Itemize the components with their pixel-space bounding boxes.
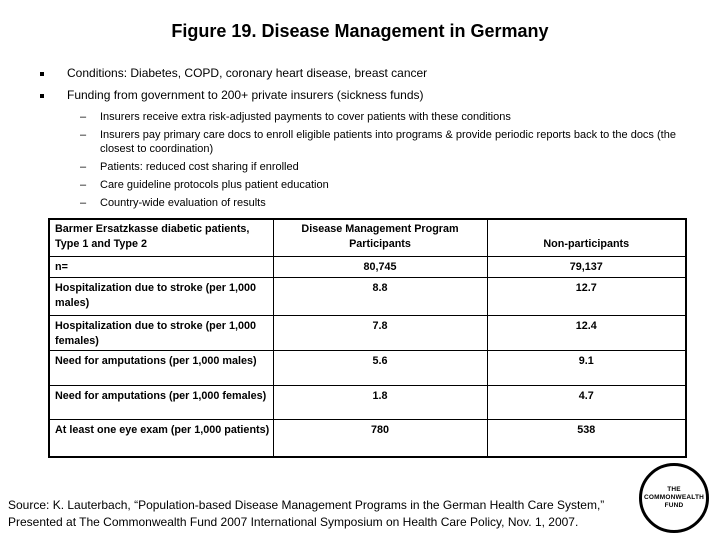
sub-bullet-item: – Patients: reduced cost sharing if enro…	[80, 160, 698, 174]
non-participants-value-cell: 4.7	[486, 385, 687, 420]
sub-bullet-item: – Insurers pay primary care docs to enro…	[80, 128, 698, 156]
row-label-cell: Need for amputations (per 1,000 females)	[48, 385, 274, 420]
outcomes-table: Barmer Ersatzkasse diabetic patients, Ty…	[48, 218, 687, 458]
row-label-cell: Need for amputations (per 1,000 males)	[48, 350, 274, 386]
dash-bullet-icon: –	[80, 179, 87, 191]
commonwealth-fund-logo-text: THE COMMONWEALTH FUND	[643, 486, 705, 509]
sub-bullet-list: – Insurers receive extra risk-adjusted p…	[80, 110, 698, 210]
non-participants-value-cell: 12.7	[486, 277, 687, 316]
table-row: At least one eye exam (per 1,000 patient…	[48, 419, 687, 457]
non-participants-value-cell: 12.4	[486, 315, 687, 351]
non-participants-value-cell: 9.1	[486, 350, 687, 386]
table-header-row: Barmer Ersatzkasse diabetic patients, Ty…	[48, 218, 687, 257]
dash-bullet-icon: –	[80, 129, 87, 141]
non-participants-value-cell: 79,137	[486, 256, 687, 278]
non-participants-value-cell: 538	[486, 419, 687, 457]
table-header-cell: Disease Management Program Participants	[272, 218, 488, 257]
sub-bullet-item: – Insurers receive extra risk-adjusted p…	[80, 110, 698, 124]
commonwealth-fund-logo: THE COMMONWEALTH FUND	[639, 463, 709, 533]
participants-value-cell: 1.8	[272, 385, 488, 420]
participants-value-cell: 5.6	[272, 350, 488, 386]
sub-bullet-text: Country-wide evaluation of results	[100, 197, 266, 209]
table-header-cell: Non-participants	[486, 218, 687, 257]
dash-bullet-icon: –	[80, 111, 87, 123]
row-label-cell: Hospitalization due to stroke (per 1,000…	[48, 315, 274, 351]
table-row: Need for amputations (per 1,000 females)…	[48, 385, 687, 420]
bullet-text: Conditions: Diabetes, COPD, coronary hea…	[67, 66, 428, 80]
sub-bullet-item: – Country-wide evaluation of results	[80, 196, 698, 210]
page-title: Figure 19. Disease Management in Germany	[171, 21, 549, 41]
sub-bullet-item: – Care guideline protocols plus patient …	[80, 178, 698, 192]
dash-bullet-icon: –	[80, 197, 87, 209]
participants-value-cell: 80,745	[272, 256, 488, 278]
participants-value-cell: 780	[272, 419, 488, 457]
sub-bullet-text: Care guideline protocols plus patient ed…	[100, 179, 329, 191]
dash-bullet-icon: –	[80, 161, 87, 173]
sub-bullet-text: Insurers pay primary care docs to enroll…	[100, 129, 676, 155]
table-row: Need for amputations (per 1,000 males) 5…	[48, 350, 687, 386]
source-note: Source: K. Lauterbach, “Population-based…	[8, 497, 640, 531]
participants-value-cell: 8.8	[272, 277, 488, 316]
sub-bullet-text: Insurers receive extra risk-adjusted pay…	[100, 111, 511, 123]
square-bullet-icon	[40, 94, 44, 98]
table-row: Hospitalization due to stroke (per 1,000…	[48, 277, 687, 316]
row-label-cell: Hospitalization due to stroke (per 1,000…	[48, 277, 274, 316]
sub-bullet-text: Patients: reduced cost sharing if enroll…	[100, 161, 299, 173]
bullet-list: Conditions: Diabetes, COPD, coronary hea…	[38, 66, 698, 214]
bullet-text: Funding from government to 200+ private …	[67, 88, 424, 102]
source-line: Presented at The Commonwealth Fund 2007 …	[8, 515, 579, 529]
row-label-cell: n=	[48, 256, 274, 278]
row-label-cell: At least one eye exam (per 1,000 patient…	[48, 419, 274, 457]
participants-value-cell: 7.8	[272, 315, 488, 351]
table-row: Hospitalization due to stroke (per 1,000…	[48, 315, 687, 351]
table-header-cell: Barmer Ersatzkasse diabetic patients, Ty…	[48, 218, 274, 257]
table-row: n= 80,745 79,137	[48, 256, 687, 278]
bullet-item: Funding from government to 200+ private …	[38, 88, 698, 103]
source-line: Source: K. Lauterbach, “Population-based…	[8, 498, 605, 512]
square-bullet-icon	[40, 72, 44, 76]
bullet-item: Conditions: Diabetes, COPD, coronary hea…	[38, 66, 698, 81]
